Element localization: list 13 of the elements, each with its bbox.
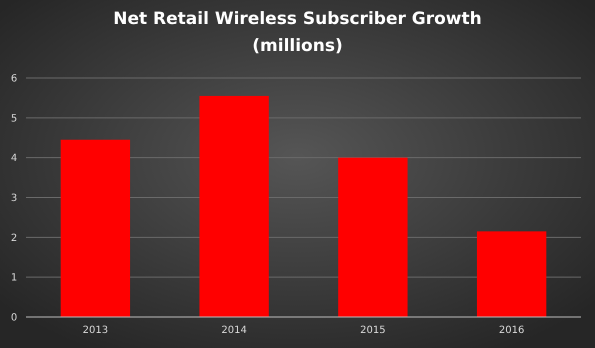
y-tick-label: 2 (10, 232, 18, 244)
chart-subtitle: (millions) (252, 36, 343, 56)
y-tick-label: 4 (10, 153, 18, 164)
y-tick-label: 5 (10, 113, 18, 124)
chart-title: Net Retail Wireless Subscriber Growth (113, 9, 482, 29)
x-tick-label: 2015 (360, 325, 386, 336)
x-tick-label: 2014 (221, 325, 247, 336)
y-tick-label: 3 (10, 193, 18, 204)
y-tick-label: 6 (10, 74, 18, 84)
x-tick-label: 2016 (498, 325, 524, 336)
x-tick-label: 2013 (82, 325, 108, 336)
y-tick-label: 0 (10, 312, 18, 324)
y-tick-label: 1 (10, 272, 18, 284)
